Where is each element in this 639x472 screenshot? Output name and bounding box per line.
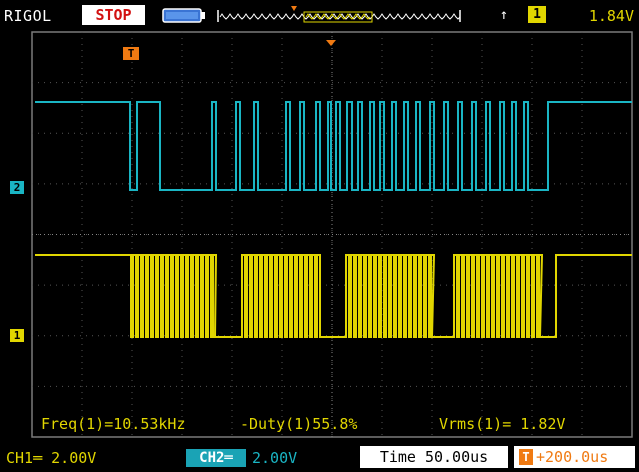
ch2-offset-marker[interactable]: 2 — [10, 181, 24, 194]
trigger-marker-label: T — [127, 47, 135, 60]
trigger-offset-value: +200.0us — [536, 448, 609, 466]
ch2-badge[interactable]: CH2═ — [186, 449, 246, 467]
ch1-marker-label: 1 — [13, 329, 21, 342]
rising-edge-icon: ↑ — [499, 7, 509, 23]
battery-icon — [162, 8, 205, 23]
brand-label: RIGOL — [4, 7, 52, 25]
frequency-measurement: Freq(1)=10.53kHz — [41, 415, 186, 433]
top-status-bar: RIGOL STOP ↑ 1 1.84V — [0, 0, 639, 30]
ch2-scale[interactable]: 2.00V — [252, 449, 298, 467]
memory-overview-icon — [217, 6, 461, 23]
trigger-level-value: 1.84V — [588, 7, 634, 25]
trigger-offset-box[interactable]: T +200.0us — [514, 446, 635, 468]
ch1-scale[interactable]: CH1═ 2.00V — [6, 449, 97, 467]
trigger-position-marker — [326, 40, 336, 46]
ch1-offset-marker[interactable]: 1 — [10, 329, 24, 342]
waveform-display[interactable] — [0, 30, 639, 442]
duty-measurement: -Duty(1)55.8% — [240, 415, 358, 433]
run-stop-button[interactable]: STOP — [82, 5, 145, 25]
trigger-marker-icon: T — [123, 47, 139, 60]
bottom-status-bar: CH1═ 2.00V CH2═ 2.00V Time 50.00us T +20… — [0, 442, 639, 472]
ch2-waveform — [35, 101, 632, 191]
ch1-waveform — [35, 254, 632, 338]
timebase-value[interactable]: Time 50.00us — [360, 446, 508, 468]
trigger-offset-icon: T — [519, 449, 533, 465]
trigger-source-badge: 1 — [528, 6, 546, 23]
ch2-marker-label: 2 — [13, 181, 21, 194]
vrms-measurement: Vrms(1)= 1.82V — [439, 415, 566, 433]
